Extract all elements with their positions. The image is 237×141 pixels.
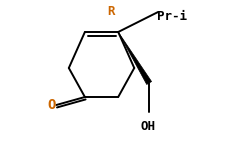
Text: Pr-i: Pr-i (157, 10, 187, 23)
Polygon shape (118, 32, 151, 84)
Text: O: O (47, 98, 56, 112)
Text: R: R (107, 5, 115, 18)
Text: OH: OH (140, 120, 155, 133)
